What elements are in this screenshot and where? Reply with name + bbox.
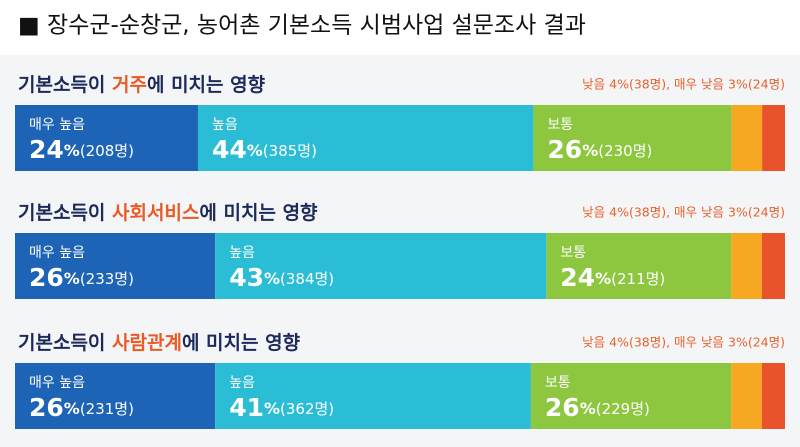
bar-segment (15, 363, 216, 429)
bar-segment (731, 363, 762, 429)
panel-title: 기본소득이 거주에 미치는 영향 (18, 74, 266, 96)
value-label: 26%(229명) (545, 393, 650, 422)
bar-segment (731, 233, 762, 299)
title-part: 사람관계 (112, 332, 182, 354)
title-part: 거주 (112, 74, 147, 96)
bar-segment (762, 105, 785, 171)
segment-name: 보통 (547, 117, 573, 133)
bar-segment (761, 233, 785, 299)
bar-segment (761, 363, 785, 429)
segment-name: 높음 (212, 117, 238, 133)
panel-title: 기본소득이 사람관계에 미치는 영향 (18, 332, 301, 354)
value-label: 26%(230명) (547, 135, 652, 164)
bar-segment (731, 105, 763, 171)
value-label: 26%(233명) (29, 263, 134, 292)
segment-name: 보통 (545, 375, 571, 391)
panel-title: 기본소득이 사회서비스에 미치는 영향 (18, 202, 318, 224)
value-label: 41%(362명) (229, 393, 334, 422)
segment-name: 높음 (229, 245, 255, 261)
bar-segment (15, 105, 198, 171)
note: 낮음 4%(38명), 매우 낮음 3%(24명) (582, 77, 785, 92)
bar-segment (15, 233, 216, 299)
title-part: 에 미치는 영향 (147, 74, 266, 96)
main-title: ■ 장수군-순창군, 농어촌 기본소득 시범사업 설문조사 결과 (18, 13, 586, 39)
bar-segment (546, 233, 732, 299)
bar-segment (533, 105, 732, 171)
segment-name: 높음 (229, 375, 255, 391)
segment-name: 보통 (560, 245, 586, 261)
segment-name: 매우 높음 (29, 245, 85, 261)
value-label: 24%(208명) (29, 135, 134, 164)
bar-segment (215, 363, 531, 429)
title-part: 기본소득이 (18, 74, 112, 96)
title-part: 기본소득이 (18, 202, 112, 224)
note: 낮음 4%(38명), 매우 낮음 3%(24명) (582, 335, 785, 350)
value-label: 43%(384명) (229, 263, 334, 292)
value-label: 44%(385명) (212, 135, 317, 164)
bar-segment (215, 233, 547, 299)
title-part: 에 미치는 영향 (182, 332, 301, 354)
bar-segment (530, 363, 732, 429)
note: 낮음 4%(38명), 매우 낮음 3%(24명) (582, 205, 785, 220)
value-label: 24%(211명) (560, 263, 665, 292)
title-part: 기본소득이 (18, 332, 112, 354)
value-label: 26%(231명) (29, 393, 134, 422)
title-part: 에 미치는 영향 (199, 202, 318, 224)
title-part: 사회서비스 (112, 202, 199, 224)
bar-segment (197, 105, 534, 171)
segment-name: 매우 높음 (29, 117, 85, 133)
segment-name: 매우 높음 (29, 375, 85, 391)
